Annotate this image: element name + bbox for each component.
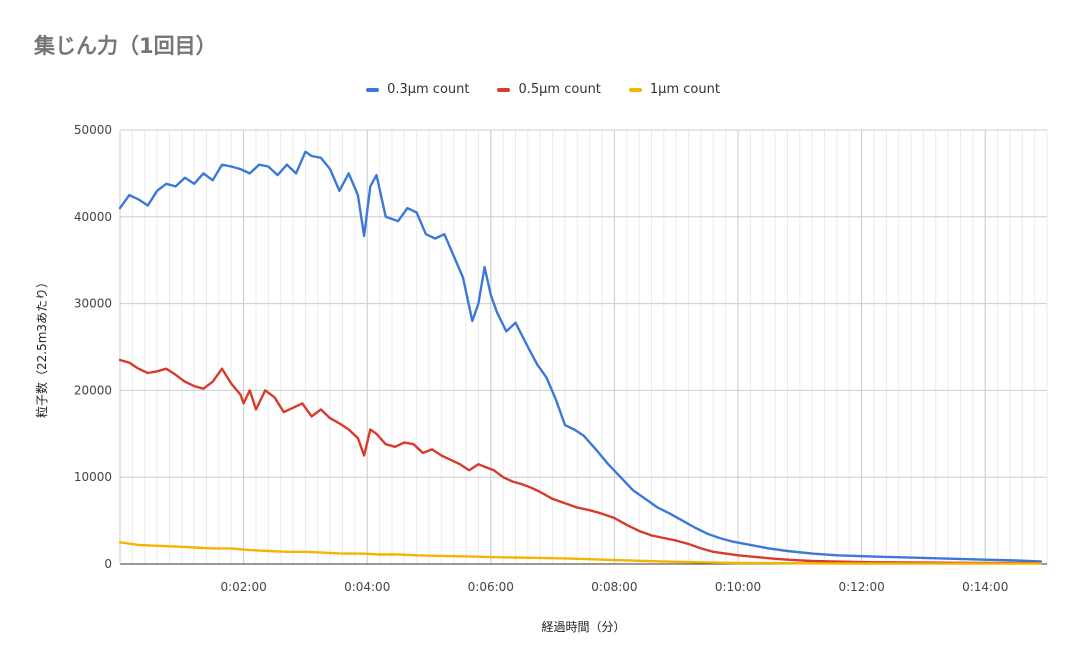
legend-label-1um: 1µm count	[649, 82, 720, 97]
chart-title: 集じん力（1回目）	[34, 34, 217, 58]
y-tick-label: 50000	[74, 123, 112, 137]
legend-item-1um[interactable]: 1µm count	[628, 82, 720, 97]
x-tick-label: 0:10:00	[715, 580, 761, 594]
legend-swatch-0.5um	[497, 87, 511, 92]
legend: 0.3µm count 0.5µm count 1µm count	[0, 82, 1080, 97]
x-tick-label: 0:04:00	[344, 580, 390, 594]
legend-label-0.5um: 0.5µm count	[518, 82, 601, 97]
series-line-2	[118, 541, 1043, 565]
x-tick-label: 0:02:00	[220, 580, 266, 594]
x-tick-label: 0:14:00	[962, 580, 1008, 594]
y-axis-title: 粒子数（22.5m3あたり）	[34, 276, 49, 418]
legend-item-0.5um[interactable]: 0.5µm count	[497, 82, 601, 97]
series-line-1	[118, 358, 1043, 565]
x-tick-label: 0:12:00	[838, 580, 884, 594]
x-axis-title: 経過時間（分）	[541, 620, 625, 634]
y-tick-label: 30000	[74, 297, 112, 311]
y-tick-label: 0	[104, 557, 112, 571]
series-line-0	[118, 150, 1043, 563]
y-tick-label: 10000	[74, 470, 112, 484]
legend-swatch-1um	[628, 87, 642, 92]
x-tick-label: 0:08:00	[591, 580, 637, 594]
x-tick-label: 0:06:00	[468, 580, 514, 594]
y-tick-label: 40000	[74, 210, 112, 224]
y-tick-label: 20000	[74, 383, 112, 397]
legend-item-0.3um[interactable]: 0.3µm count	[366, 82, 469, 97]
legend-swatch-0.3um	[366, 87, 380, 92]
legend-label-0.3um: 0.3µm count	[387, 82, 470, 97]
